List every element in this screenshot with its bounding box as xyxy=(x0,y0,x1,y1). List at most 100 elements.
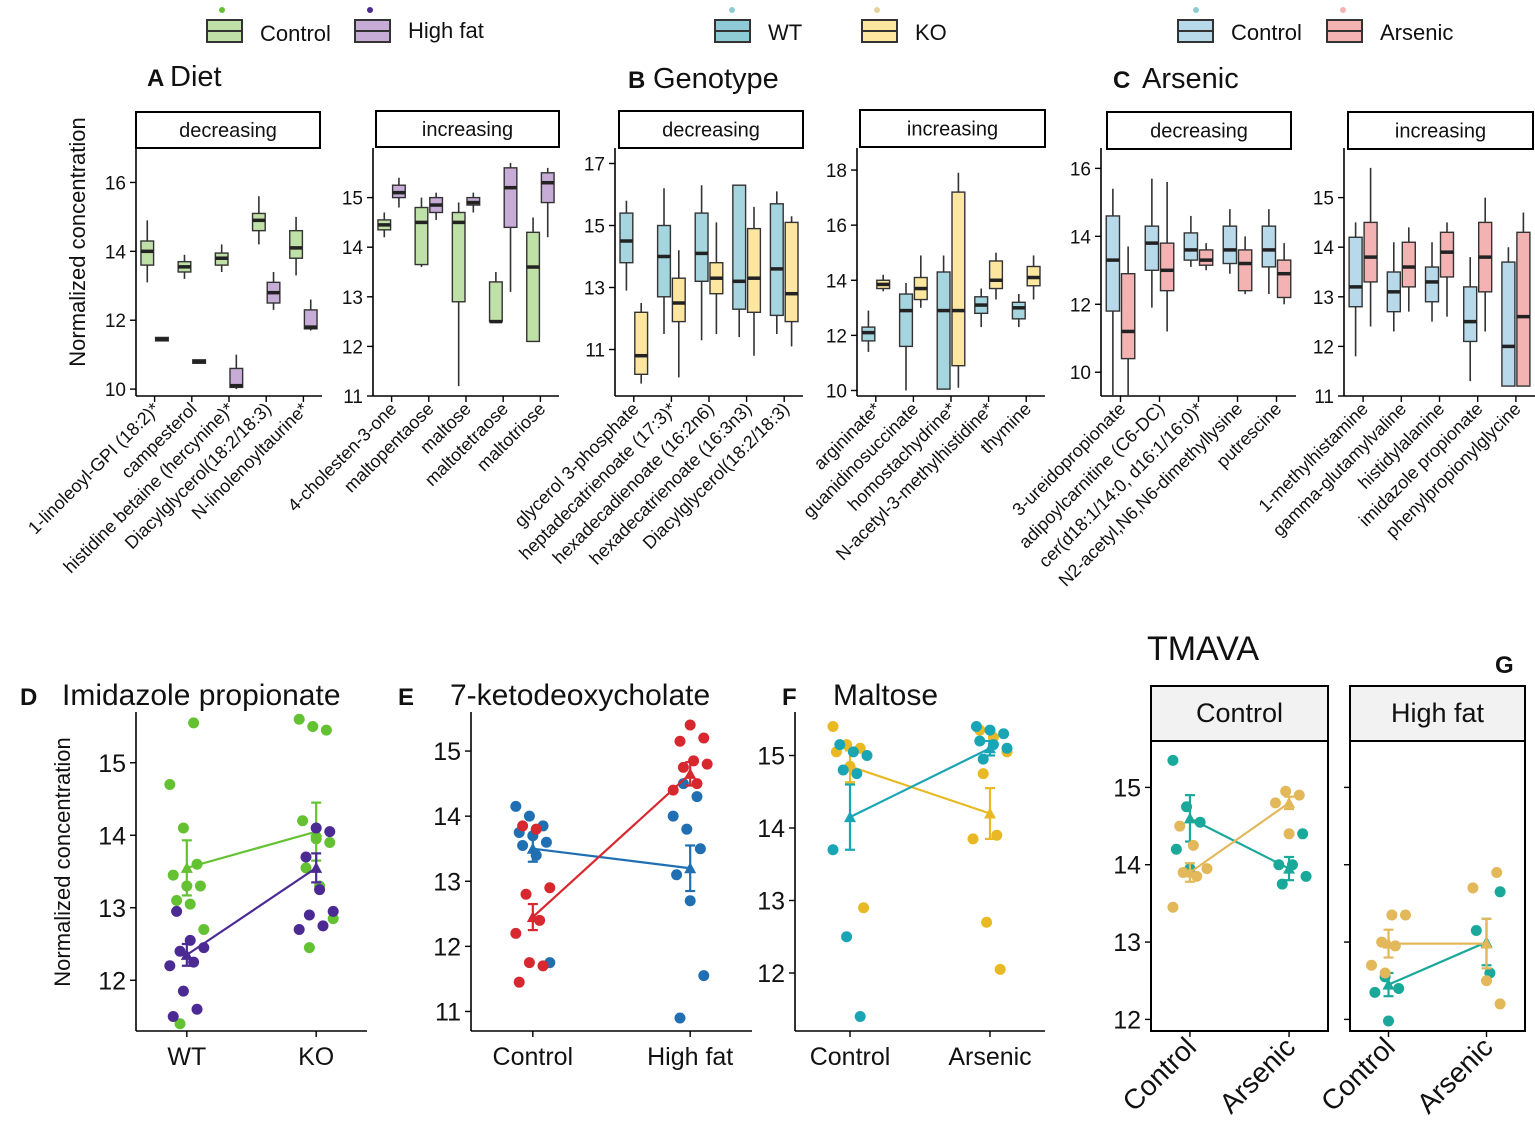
y-tick-label: 14 xyxy=(433,803,461,831)
x-tick-label: cer(d18:1/14:0, d16:1/16:0)* xyxy=(1035,399,1208,572)
scatter-panel-f: 12 13 14 15 Control Arsenic xyxy=(757,712,1045,1071)
box-high-fat xyxy=(466,192,481,213)
box-wt xyxy=(694,185,709,341)
box-arsenic xyxy=(1237,236,1253,295)
series-control xyxy=(827,721,1013,975)
y-tick-label: 13 xyxy=(98,895,126,923)
mean-line xyxy=(532,847,691,870)
mean-line xyxy=(1388,941,1487,986)
data-point xyxy=(167,869,179,881)
box-high-fat xyxy=(503,162,518,292)
facet-strip-label: High fat xyxy=(1391,698,1485,728)
mean-marker xyxy=(1382,978,1395,990)
data-point xyxy=(510,800,522,812)
data-point xyxy=(1269,797,1281,809)
legend-dot-ko xyxy=(874,7,880,13)
box-body xyxy=(1011,301,1026,320)
data-point xyxy=(1174,820,1186,832)
box-ko xyxy=(1026,255,1041,300)
data-point xyxy=(1001,742,1013,754)
data-point xyxy=(837,764,849,776)
facet-strip-label: Control xyxy=(1196,698,1283,728)
mean-marker xyxy=(684,767,697,779)
scatter-panel-d: 12 13 14 15 WT KO xyxy=(98,712,367,1071)
box-arsenic xyxy=(1516,212,1531,387)
mean-marker xyxy=(180,861,193,873)
data-point xyxy=(861,750,873,761)
box-high-fat xyxy=(303,299,318,331)
data-point xyxy=(674,735,686,747)
box-body xyxy=(1348,236,1363,308)
y-tick-label: 13 xyxy=(757,888,785,916)
box-panel-a-increasing: increasing11121314154-cholesten-3-onemal… xyxy=(284,110,560,515)
box-control xyxy=(1348,222,1363,357)
box-body xyxy=(619,212,634,264)
facet-strip-label: increasing xyxy=(907,119,998,141)
facet-strip-label: decreasing xyxy=(1150,121,1248,143)
box-high-fat xyxy=(266,272,281,310)
data-point xyxy=(827,721,839,732)
box-body xyxy=(526,231,541,343)
x-tick-label: Control xyxy=(1116,1031,1202,1117)
box-control xyxy=(1463,257,1478,382)
data-point xyxy=(1280,785,1292,797)
data-point xyxy=(297,815,309,827)
box-control xyxy=(414,197,429,268)
box-ko xyxy=(634,303,649,384)
data-point xyxy=(847,746,859,758)
chart-title-d: Imidazole propionate xyxy=(62,679,341,712)
data-point xyxy=(303,942,315,954)
box-ko xyxy=(784,216,799,347)
box-wt xyxy=(861,310,876,352)
mean-marker xyxy=(844,811,856,823)
data-point xyxy=(177,985,189,997)
data-point xyxy=(1297,828,1309,840)
data-point xyxy=(198,924,210,935)
data-point xyxy=(1369,986,1381,998)
y-tick-label: 18 xyxy=(826,161,847,182)
box-control xyxy=(377,212,392,238)
section-title-arsenic: Arsenic xyxy=(1142,63,1239,95)
y-tick-label: 13 xyxy=(584,279,605,300)
y-tick-label: 15 xyxy=(1113,774,1141,802)
y-tick-label: 11 xyxy=(585,341,605,362)
y-tick-label: 10 xyxy=(1070,363,1091,384)
box-wt xyxy=(656,188,672,334)
mean-marker xyxy=(984,742,996,754)
box-control xyxy=(488,272,503,324)
data-point xyxy=(698,970,710,982)
scatter-panel-g-0: 12 13 14 15 Control Arsenic xyxy=(1113,741,1328,1119)
box-wt xyxy=(619,200,634,291)
data-point xyxy=(671,869,683,881)
data-point xyxy=(171,895,183,906)
data-point xyxy=(177,822,189,834)
box-body xyxy=(694,212,709,283)
data-point xyxy=(684,719,696,731)
data-point xyxy=(513,976,525,988)
y-tick-label: 14 xyxy=(1313,238,1335,259)
data-point xyxy=(694,843,706,855)
data-point xyxy=(701,758,713,770)
box-body xyxy=(451,211,466,303)
data-point xyxy=(1393,982,1405,994)
data-point xyxy=(517,839,529,851)
data-point xyxy=(293,713,305,725)
series-arsenic xyxy=(1366,866,1506,1010)
data-point xyxy=(537,960,549,972)
box-control xyxy=(451,202,466,387)
y-tick-label: 13 xyxy=(433,868,461,896)
data-point xyxy=(164,960,176,972)
box-arsenic xyxy=(1159,181,1175,332)
box-control xyxy=(140,220,155,283)
box-control xyxy=(526,217,541,343)
data-point xyxy=(854,1011,866,1022)
box-wt xyxy=(898,283,914,391)
box-control xyxy=(1501,247,1516,387)
box-arsenic xyxy=(1401,227,1416,312)
y-tick-label: 15 xyxy=(98,750,126,778)
box-control xyxy=(1222,209,1238,274)
data-point xyxy=(1491,866,1503,878)
box-body xyxy=(1105,215,1121,312)
data-point xyxy=(167,1011,179,1022)
